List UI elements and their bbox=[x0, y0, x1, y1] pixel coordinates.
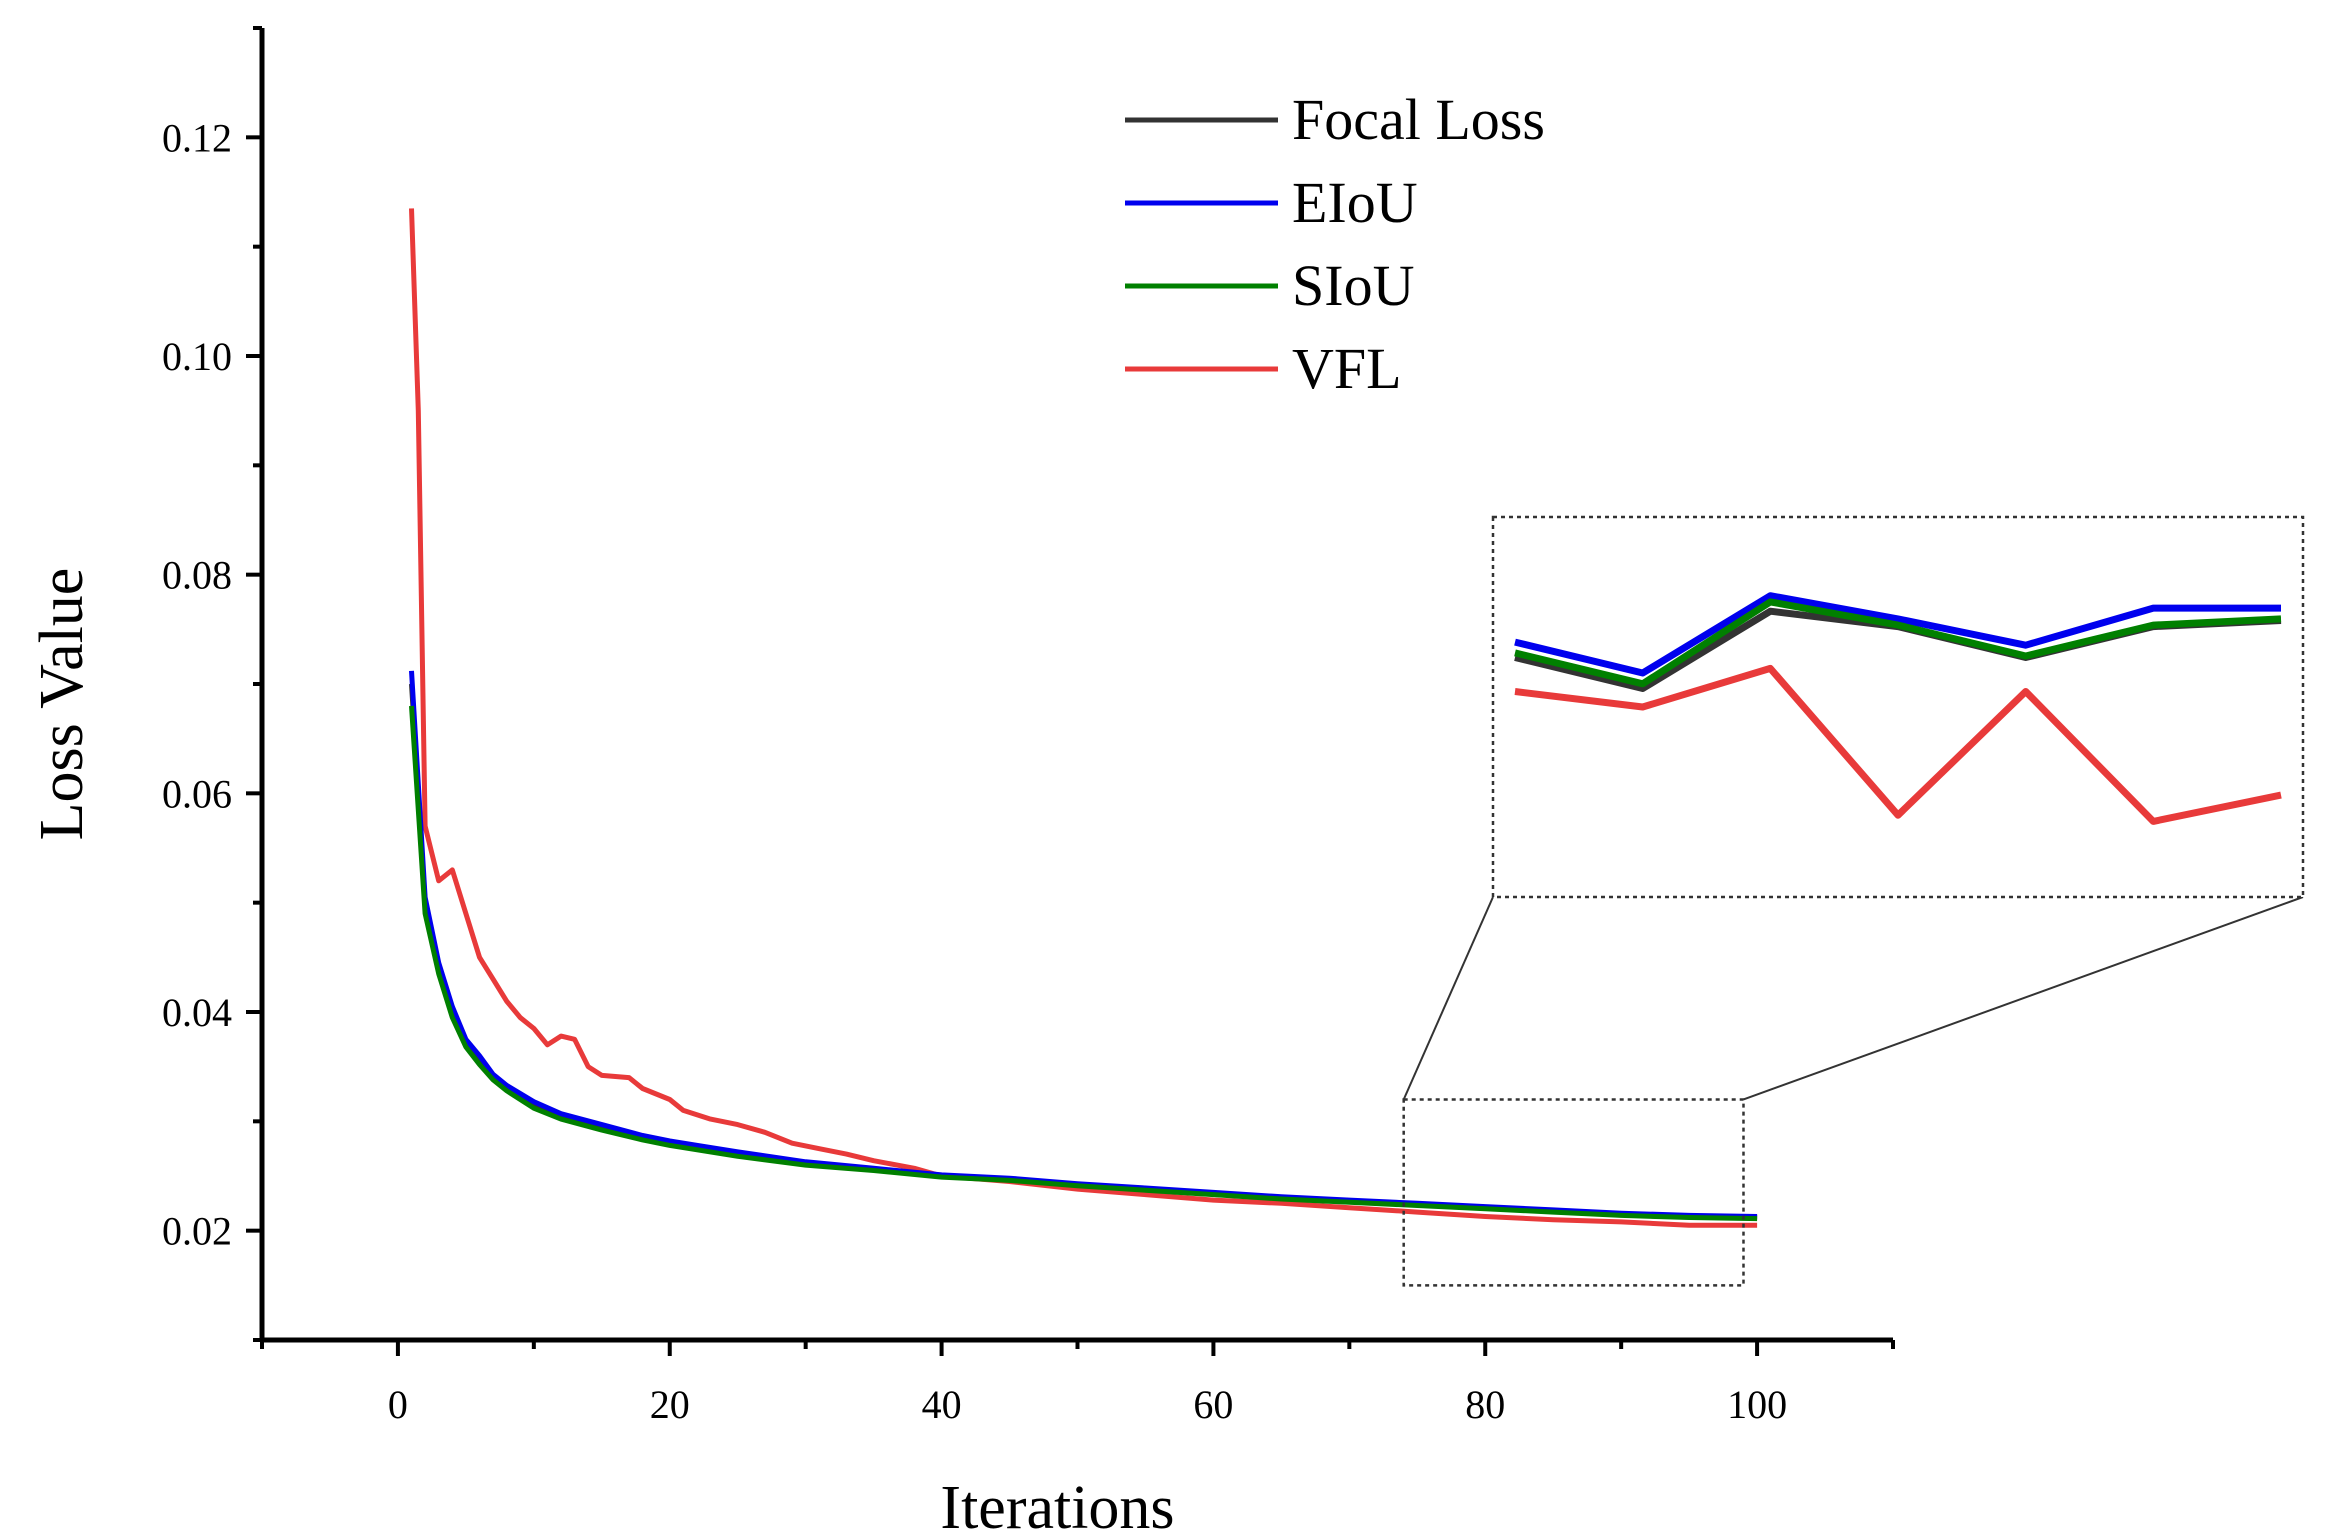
y-axis-title: Loss Value bbox=[28, 568, 96, 841]
x-tick-label: 80 bbox=[1465, 1382, 1505, 1427]
y-ticks: 0.02 0.04 0.06 0.08 0.10 0.12 bbox=[162, 26, 262, 1342]
x-tick-label: 0 bbox=[388, 1382, 408, 1427]
legend-label: VFL bbox=[1292, 336, 1402, 401]
series-line-siou bbox=[409, 705, 1758, 1222]
x-axis-title: Iterations bbox=[940, 1474, 1174, 1540]
x-tick-label: 60 bbox=[1193, 1382, 1233, 1427]
y-tick-label: 0.02 bbox=[162, 1209, 232, 1254]
inset-line-eiou bbox=[1514, 592, 2281, 677]
y-tick-label: 0.12 bbox=[162, 115, 232, 160]
legend-label: SIoU bbox=[1292, 253, 1414, 318]
legend-label: EIoU bbox=[1292, 170, 1418, 235]
y-tick-label: 0.04 bbox=[162, 990, 232, 1035]
inset-plot bbox=[1491, 515, 2305, 899]
y-tick-label: 0.08 bbox=[162, 553, 232, 598]
axes: 0.02 0.04 0.06 0.08 0.10 0.12 0 20 40 60 80 100 bbox=[162, 26, 1895, 1427]
y-tick-label: 0.10 bbox=[162, 334, 232, 379]
legend-label: Focal Loss bbox=[1292, 87, 1545, 152]
x-tick-label: 20 bbox=[650, 1382, 690, 1427]
zoom-region-box bbox=[1402, 1098, 1745, 1287]
zoom-indicator bbox=[1402, 896, 2304, 1287]
x-tick-label: 100 bbox=[1727, 1382, 1787, 1427]
zoom-connector-left bbox=[1402, 896, 1494, 1100]
series-layer bbox=[409, 208, 1758, 1228]
x-ticks: 0 20 40 60 80 100 bbox=[260, 1340, 1895, 1427]
y-tick-label: 0.06 bbox=[162, 771, 232, 816]
legend: Focal Loss EIoU SIoU VFL bbox=[1125, 87, 1545, 401]
x-tick-label: 40 bbox=[922, 1382, 962, 1427]
inset-line-siou bbox=[1514, 598, 2282, 688]
zoom-connector-right bbox=[1743, 896, 2304, 1101]
series-line-vfl bbox=[409, 208, 1758, 1228]
inset-line-vfl bbox=[1514, 664, 2282, 825]
